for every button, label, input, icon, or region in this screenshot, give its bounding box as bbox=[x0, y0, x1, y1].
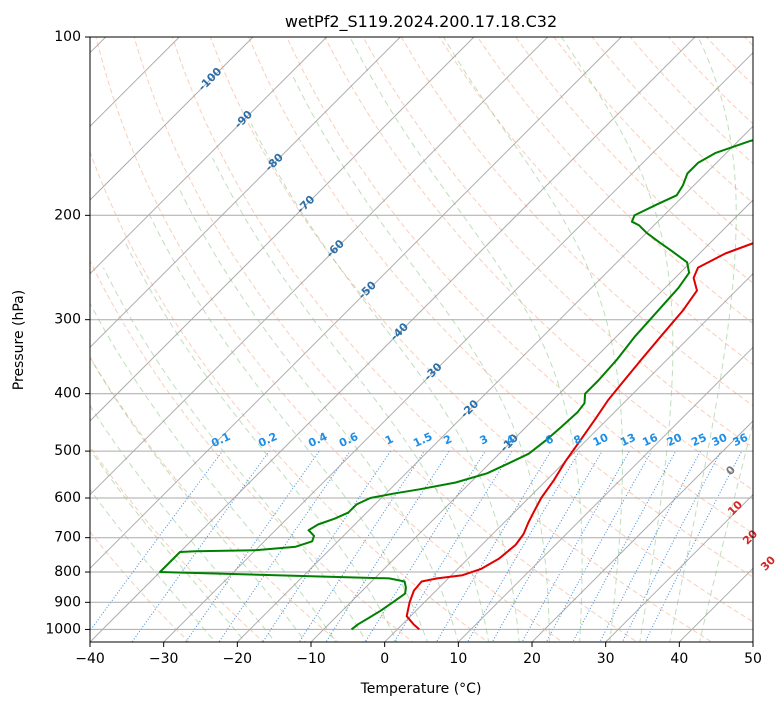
dry-adiabat bbox=[133, 37, 638, 642]
dry-adiabat bbox=[591, 37, 753, 204]
moist-adiabat bbox=[349, 37, 583, 642]
y-tick-label: 200 bbox=[54, 207, 81, 223]
y-tick-label: 500 bbox=[54, 443, 81, 459]
isotherm bbox=[90, 37, 254, 201]
dry-adiabat bbox=[553, 37, 753, 244]
isotherm bbox=[752, 641, 753, 642]
y-axis-label: Pressure (hPa) bbox=[11, 290, 27, 390]
dry-adiabat bbox=[324, 37, 753, 491]
dry-adiabat bbox=[248, 37, 753, 578]
dry-adiabat bbox=[171, 37, 713, 642]
mixing-ratio-line bbox=[325, 450, 450, 642]
mixing-ratio-line bbox=[572, 450, 677, 642]
x-tick-label: 20 bbox=[523, 651, 541, 667]
moist-adiabat bbox=[178, 187, 459, 642]
moist-adiabat bbox=[90, 302, 337, 642]
moist-adiabat bbox=[669, 37, 737, 642]
y-tick-label: 300 bbox=[54, 312, 81, 328]
dewpoint-profile bbox=[159, 139, 753, 631]
mixing-ratio-line bbox=[393, 450, 513, 642]
x-tick-label: −20 bbox=[223, 651, 253, 667]
mixing-ratio-line bbox=[466, 450, 580, 642]
y-tick-label: 400 bbox=[54, 386, 81, 402]
isotherm bbox=[236, 125, 753, 642]
isotherm bbox=[384, 272, 753, 642]
y-tick-label: 100 bbox=[54, 29, 81, 45]
temperature-profile bbox=[405, 242, 753, 631]
moist-adiabat bbox=[90, 356, 307, 642]
dry-adiabat bbox=[286, 37, 753, 534]
y-tick-label: 900 bbox=[54, 594, 81, 610]
plot-background bbox=[90, 37, 753, 642]
isotherm bbox=[605, 493, 753, 642]
y-tick-label: 600 bbox=[54, 490, 81, 506]
mixing-ratio-line bbox=[218, 450, 351, 642]
mixing-ratio-label: 36 bbox=[731, 431, 751, 449]
mixing-ratio-line bbox=[298, 450, 425, 642]
mixing-ratio-label: 10 bbox=[591, 431, 611, 449]
y-tick-label: 700 bbox=[54, 530, 81, 546]
isotherm bbox=[310, 199, 753, 642]
moist-adiabat bbox=[290, 72, 550, 642]
moist-adiabat bbox=[90, 488, 216, 642]
x-tick-label: 0 bbox=[380, 651, 389, 667]
isotherm bbox=[90, 37, 622, 570]
chart-title: wetPf2_S119.2024.200.17.18.C32 bbox=[285, 12, 557, 32]
dry-adiabat bbox=[209, 37, 753, 623]
isotherm bbox=[90, 37, 549, 496]
moist-adiabat-label: 30 bbox=[758, 553, 775, 573]
isotherm bbox=[90, 37, 401, 349]
moist-adiabat bbox=[90, 448, 246, 642]
isotherm bbox=[531, 420, 753, 642]
x-tick-label: −30 bbox=[149, 651, 179, 667]
mixing-ratio-line bbox=[435, 450, 552, 642]
mixing-ratio-label: 25 bbox=[689, 431, 708, 449]
dry-adiabat bbox=[95, 37, 564, 642]
x-tick-label: 30 bbox=[597, 651, 615, 667]
dry-adiabat bbox=[90, 259, 414, 642]
mixing-ratio-label: 16 bbox=[640, 431, 660, 449]
mixing-ratio-label: 13 bbox=[618, 431, 637, 449]
x-tick-label: 50 bbox=[744, 651, 762, 667]
mixing-ratio-label: 20 bbox=[665, 431, 685, 449]
y-tick-label: 800 bbox=[54, 564, 81, 580]
x-axis-label: Temperature (°C) bbox=[360, 681, 482, 697]
dry-adiabat bbox=[515, 37, 753, 284]
x-tick-label: 40 bbox=[670, 651, 688, 667]
dry-adiabat bbox=[90, 355, 340, 642]
y-tick-label: 1000 bbox=[45, 621, 81, 637]
isotherm bbox=[90, 37, 328, 275]
dry-adiabat bbox=[400, 37, 753, 407]
x-tick-label: −10 bbox=[296, 651, 326, 667]
x-tick-label: 10 bbox=[449, 651, 467, 667]
x-tick-label: −40 bbox=[75, 651, 105, 667]
mixing-ratio-line bbox=[644, 450, 743, 642]
dry-adiabat bbox=[438, 37, 753, 365]
moist-adiabat bbox=[102, 267, 367, 642]
isotherm bbox=[457, 346, 753, 642]
mixing-ratio-line bbox=[545, 450, 653, 642]
mixing-ratio-line bbox=[599, 450, 701, 642]
isotherm bbox=[90, 37, 475, 422]
isotherm bbox=[90, 37, 696, 642]
mixing-ratio-label: 30 bbox=[710, 431, 730, 449]
isotherm bbox=[163, 51, 753, 642]
mixing-ratio-line bbox=[185, 450, 320, 642]
mixing-ratio-line bbox=[364, 450, 486, 642]
dry-adiabat bbox=[477, 37, 753, 325]
moist-adiabat bbox=[443, 37, 623, 642]
dry-adiabat bbox=[90, 150, 489, 642]
plot-frame bbox=[89, 36, 754, 643]
dry-adiabat bbox=[362, 37, 753, 449]
mixing-ratio-line bbox=[621, 450, 722, 642]
moist-adiabat bbox=[561, 37, 674, 642]
